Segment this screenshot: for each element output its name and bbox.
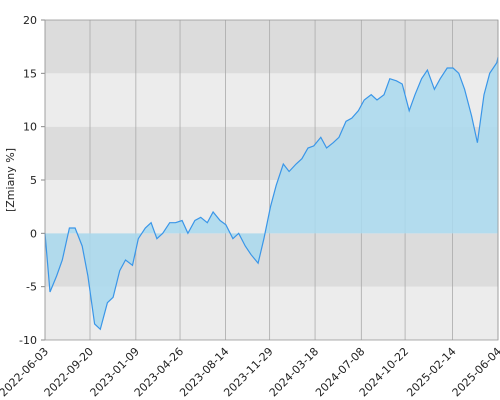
line: [44, 57, 499, 331]
area: [45, 57, 498, 330]
grid-band: [45, 20, 498, 74]
grid-band: [45, 286, 498, 340]
y-tick-label: -10: [19, 334, 37, 347]
y-axis-label: [Zmiany %]: [4, 148, 17, 212]
y-tick-label: 10: [23, 121, 37, 134]
y-tick-label: 20: [23, 14, 37, 27]
y-tick-label: 15: [23, 67, 37, 80]
y-tick-label: 0: [30, 227, 37, 240]
plot-border: [44, 19, 499, 341]
y-tick-label: 5: [30, 174, 37, 187]
y-tick-label: -5: [26, 281, 37, 294]
